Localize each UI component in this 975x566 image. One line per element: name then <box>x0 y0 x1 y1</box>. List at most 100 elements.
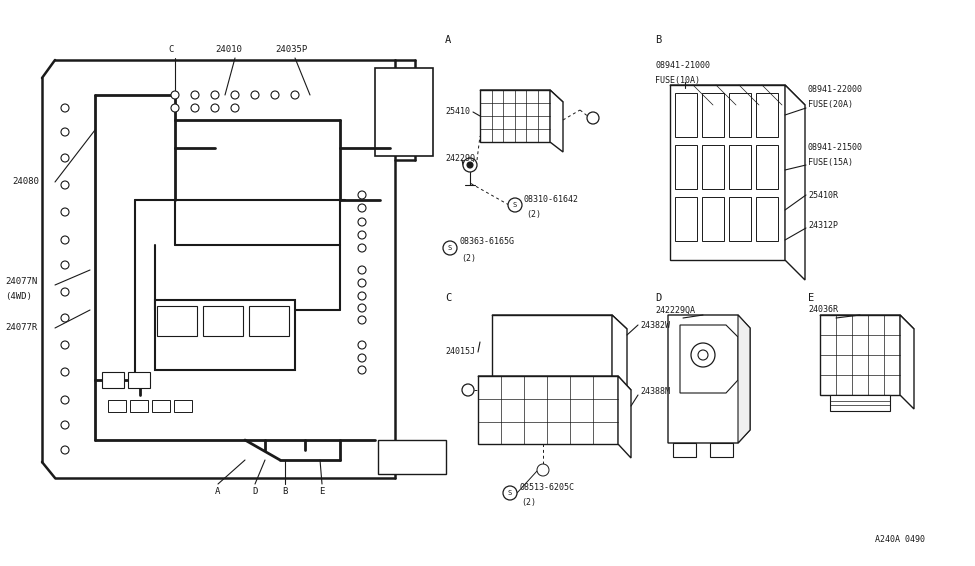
Polygon shape <box>820 315 900 395</box>
Text: 24388M: 24388M <box>640 388 670 397</box>
Circle shape <box>61 104 69 112</box>
Bar <box>675 145 697 189</box>
Bar <box>152 400 170 412</box>
Bar <box>378 440 446 474</box>
Circle shape <box>358 304 366 312</box>
Circle shape <box>443 241 457 255</box>
Circle shape <box>467 162 473 168</box>
Circle shape <box>358 341 366 349</box>
Text: FUSE(10A): FUSE(10A) <box>655 75 700 84</box>
Text: FUSE(15A): FUSE(15A) <box>808 158 853 168</box>
Polygon shape <box>492 315 627 329</box>
Polygon shape <box>478 376 631 390</box>
Polygon shape <box>670 85 805 105</box>
Circle shape <box>358 244 366 252</box>
Bar <box>756 93 778 137</box>
Text: C: C <box>168 45 174 54</box>
Polygon shape <box>830 395 890 411</box>
Bar <box>702 93 724 137</box>
Text: 24015J: 24015J <box>445 348 475 357</box>
Text: 24229Q: 24229Q <box>445 153 475 162</box>
Bar <box>155 300 295 370</box>
Text: 24312P: 24312P <box>808 221 838 229</box>
Text: (2): (2) <box>521 499 536 508</box>
Bar <box>130 400 148 412</box>
Bar <box>702 145 724 189</box>
Text: E: E <box>320 487 325 496</box>
Text: C: C <box>445 293 451 303</box>
Circle shape <box>61 154 69 162</box>
Text: FUSE(20A): FUSE(20A) <box>808 101 853 109</box>
Polygon shape <box>680 325 738 393</box>
Circle shape <box>231 91 239 99</box>
Circle shape <box>358 366 366 374</box>
Circle shape <box>61 446 69 454</box>
Text: B: B <box>655 35 661 45</box>
Text: S: S <box>448 245 452 251</box>
Text: 24036R: 24036R <box>808 306 838 315</box>
Bar <box>249 306 289 336</box>
Circle shape <box>463 158 477 172</box>
Text: S: S <box>508 490 512 496</box>
Bar <box>174 400 192 412</box>
Text: A240A 0490: A240A 0490 <box>875 535 925 544</box>
Circle shape <box>211 91 219 99</box>
Polygon shape <box>612 315 627 391</box>
Circle shape <box>61 421 69 429</box>
Text: 24382W: 24382W <box>640 320 670 329</box>
Text: 25410R: 25410R <box>808 191 838 199</box>
Polygon shape <box>478 376 618 444</box>
Bar <box>675 197 697 241</box>
Text: D: D <box>655 293 661 303</box>
Circle shape <box>61 288 69 296</box>
Polygon shape <box>785 85 805 280</box>
Bar <box>108 400 126 412</box>
Text: 08513-6205C: 08513-6205C <box>519 483 574 492</box>
Bar <box>729 197 751 241</box>
Polygon shape <box>668 315 750 443</box>
Polygon shape <box>480 90 550 142</box>
Text: B: B <box>283 487 288 496</box>
Text: E: E <box>808 293 814 303</box>
Bar <box>756 145 778 189</box>
Text: 24077N: 24077N <box>5 277 37 286</box>
Circle shape <box>358 218 366 226</box>
Circle shape <box>358 354 366 362</box>
Bar <box>729 145 751 189</box>
Polygon shape <box>820 315 914 329</box>
Polygon shape <box>673 443 696 457</box>
Polygon shape <box>710 443 733 457</box>
Circle shape <box>503 486 517 500</box>
Circle shape <box>358 292 366 300</box>
Text: 25410: 25410 <box>445 108 470 117</box>
Circle shape <box>691 343 715 367</box>
Text: (2): (2) <box>461 254 476 263</box>
Polygon shape <box>618 376 631 458</box>
Circle shape <box>231 104 239 112</box>
Bar <box>102 372 124 388</box>
Circle shape <box>61 208 69 216</box>
Text: (4WD): (4WD) <box>5 293 32 302</box>
Bar <box>203 306 243 336</box>
Circle shape <box>61 261 69 269</box>
Text: D: D <box>253 487 257 496</box>
Circle shape <box>358 279 366 287</box>
Text: 24077R: 24077R <box>5 324 37 332</box>
Text: A: A <box>215 487 220 496</box>
Polygon shape <box>738 315 750 443</box>
Circle shape <box>61 368 69 376</box>
Circle shape <box>462 384 474 396</box>
Text: 24010: 24010 <box>215 45 242 54</box>
Circle shape <box>537 464 549 476</box>
Text: 08941-21000: 08941-21000 <box>655 61 710 70</box>
Circle shape <box>61 181 69 189</box>
Text: 08310-61642: 08310-61642 <box>524 195 579 204</box>
Polygon shape <box>480 90 563 102</box>
Bar <box>729 93 751 137</box>
Bar <box>375 68 433 156</box>
Bar <box>756 197 778 241</box>
Polygon shape <box>550 90 563 152</box>
Circle shape <box>358 266 366 274</box>
Circle shape <box>358 204 366 212</box>
Circle shape <box>508 198 522 212</box>
